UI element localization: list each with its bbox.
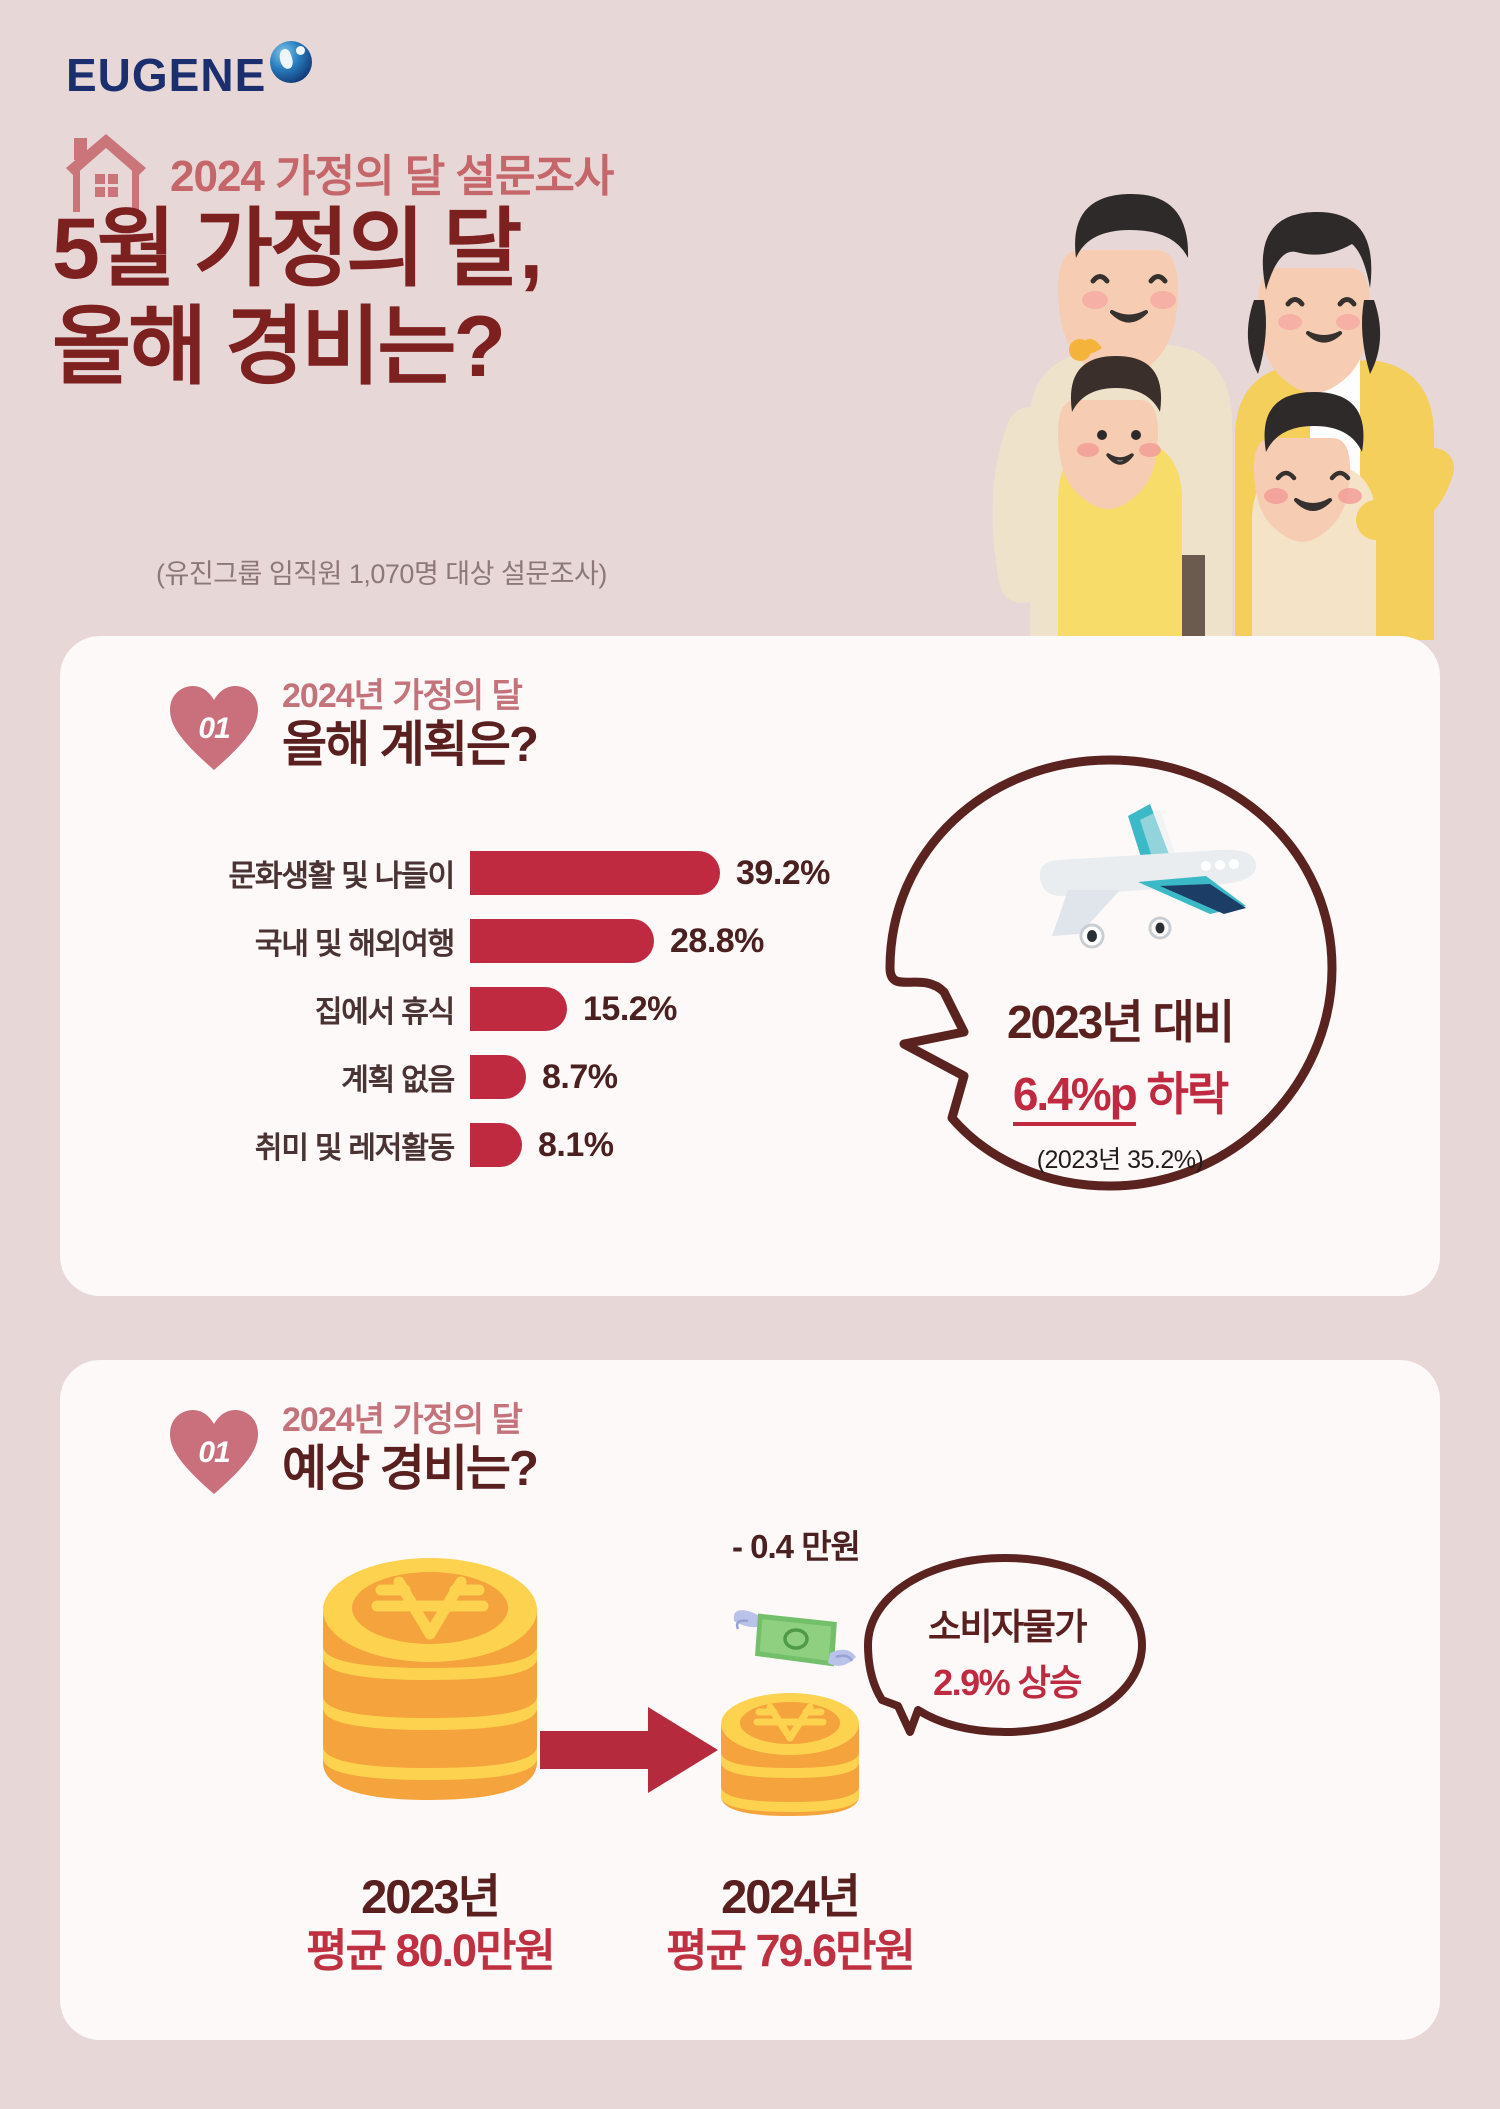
bar-track: 8.1%: [470, 1123, 940, 1167]
bar-fill: [470, 851, 720, 895]
card2-title: 예상 경비는?: [282, 1442, 539, 1497]
cpi-bubble: 소비자물가 2.9% 상승: [860, 1550, 1150, 1740]
coin-stack-icon: [721, 1693, 859, 1816]
chart-row: 국내 및 해외여행 28.8%: [180, 914, 940, 968]
survey-note: (유진그룹 임직원 1,070명 대상 설문조사): [156, 559, 607, 589]
bar-track: 28.8%: [470, 919, 940, 963]
bar-value: 39.2%: [736, 853, 830, 892]
cpi-bubble-text: 소비자물가 2.9% 상승: [882, 1598, 1132, 1706]
left-amount: 평균 80.0만원: [306, 1925, 556, 1977]
bubble-footnote: (2023년 35.2%): [1036, 1146, 1204, 1174]
bar-fill: [470, 1055, 526, 1099]
bubble-suffix: 하락: [1135, 1068, 1230, 1120]
bar-track: 8.7%: [470, 1055, 940, 1099]
chart-row: 문화생활 및 나들이 39.2%: [180, 846, 940, 900]
bar-label: 문화생활 및 나들이: [228, 860, 456, 893]
bar-value: 15.2%: [583, 989, 677, 1028]
arrow-right-icon: [540, 1707, 718, 1793]
bar-fill: [470, 919, 654, 963]
bubble-text: 2023년 대비 6.4%p 하락 (2023년 35.2%): [920, 986, 1320, 1176]
bar-label: 취미 및 레저활동: [254, 1132, 455, 1165]
airplane-icon: [1039, 804, 1257, 949]
bar-track: 39.2%: [470, 851, 940, 895]
bubble-line1: 2023년 대비: [1006, 996, 1235, 1048]
bar-track: 15.2%: [470, 987, 940, 1031]
card1-header: 01 2024년 가정의 달 올해 계획은?: [168, 677, 539, 774]
left-stack-caption: 2023년 평균 80.0만원: [230, 1870, 630, 1978]
brand-name: EUGENE: [66, 49, 267, 101]
comparison-bubble: 2023년 대비 6.4%p 하락 (2023년 35.2%): [860, 746, 1360, 1206]
card-plans: 01 2024년 가정의 달 올해 계획은? 문화생활 및 나들이 39.2% …: [60, 636, 1440, 1296]
chart-row: 계획 없음 8.7%: [180, 1050, 940, 1104]
right-stack-caption: 2024년 평균 79.6만원: [590, 1870, 990, 1978]
house-icon: [66, 134, 146, 212]
bar-label: 계획 없음: [341, 1064, 455, 1097]
delta-label: - 0.4 만원: [732, 1528, 861, 1565]
chart-row: 취미 및 레저활동 8.1%: [180, 1118, 940, 1172]
bar-value: 8.7%: [542, 1057, 618, 1096]
heart-badge: 01: [168, 684, 260, 772]
bubble-line2: 6.4%p 하락: [920, 1058, 1320, 1126]
bar-label: 집에서 휴식: [314, 996, 455, 1029]
bubble-value: 6.4%p: [1012, 1068, 1138, 1126]
expense-comparison: - 0.4 만원 소비자물가 2.9% 상승 2023년 평균 80.0만원: [60, 1520, 1440, 2040]
bar-value: 28.8%: [670, 921, 764, 960]
bar-fill: [470, 987, 567, 1031]
bar-fill: [470, 1123, 522, 1167]
card2-subtitle: 2024년 가정의 달: [282, 1401, 523, 1439]
cpi-line1: 소비자물가: [927, 1606, 1088, 1647]
card1-title: 올해 계획은?: [282, 718, 539, 773]
badge-number: 01: [198, 712, 230, 745]
card-expenses: 01 2024년 가정의 달 예상 경비는?: [60, 1360, 1440, 2040]
left-year: 2023년: [361, 1870, 501, 1923]
card2-header: 01 2024년 가정의 달 예상 경비는?: [168, 1401, 539, 1498]
family-illustration: [992, 193, 1454, 640]
cpi-line2: 2.9% 상승: [933, 1662, 1082, 1703]
coin-stack-icon: [323, 1558, 537, 1800]
heart-badge: 01: [168, 1408, 260, 1496]
plans-bar-chart: 문화생활 및 나들이 39.2% 국내 및 해외여행 28.8% 집에서 휴식 …: [180, 846, 940, 1186]
chart-row: 집에서 휴식 15.2%: [180, 982, 940, 1036]
globe-icon: [270, 41, 313, 83]
right-year: 2024년: [721, 1870, 861, 1923]
bar-value: 8.1%: [538, 1125, 614, 1164]
bar-label: 국내 및 해외여행: [254, 928, 455, 961]
right-amount: 평균 79.6만원: [666, 1925, 916, 1977]
brand-logo: EUGENE: [66, 41, 313, 102]
badge-number: 01: [198, 1436, 230, 1469]
page-title: 5월 가정의 달, 올해 경비는?: [52, 201, 543, 396]
header-kicker: 2024 가정의 달 설문조사: [170, 152, 614, 201]
card1-subtitle: 2024년 가정의 달: [282, 677, 523, 715]
page-header: EUGENE 2024 가정의 달 설문조사 5월 가정의 달, 올해 경비는?…: [0, 0, 1500, 640]
flying-money-icon: [733, 1610, 856, 1667]
